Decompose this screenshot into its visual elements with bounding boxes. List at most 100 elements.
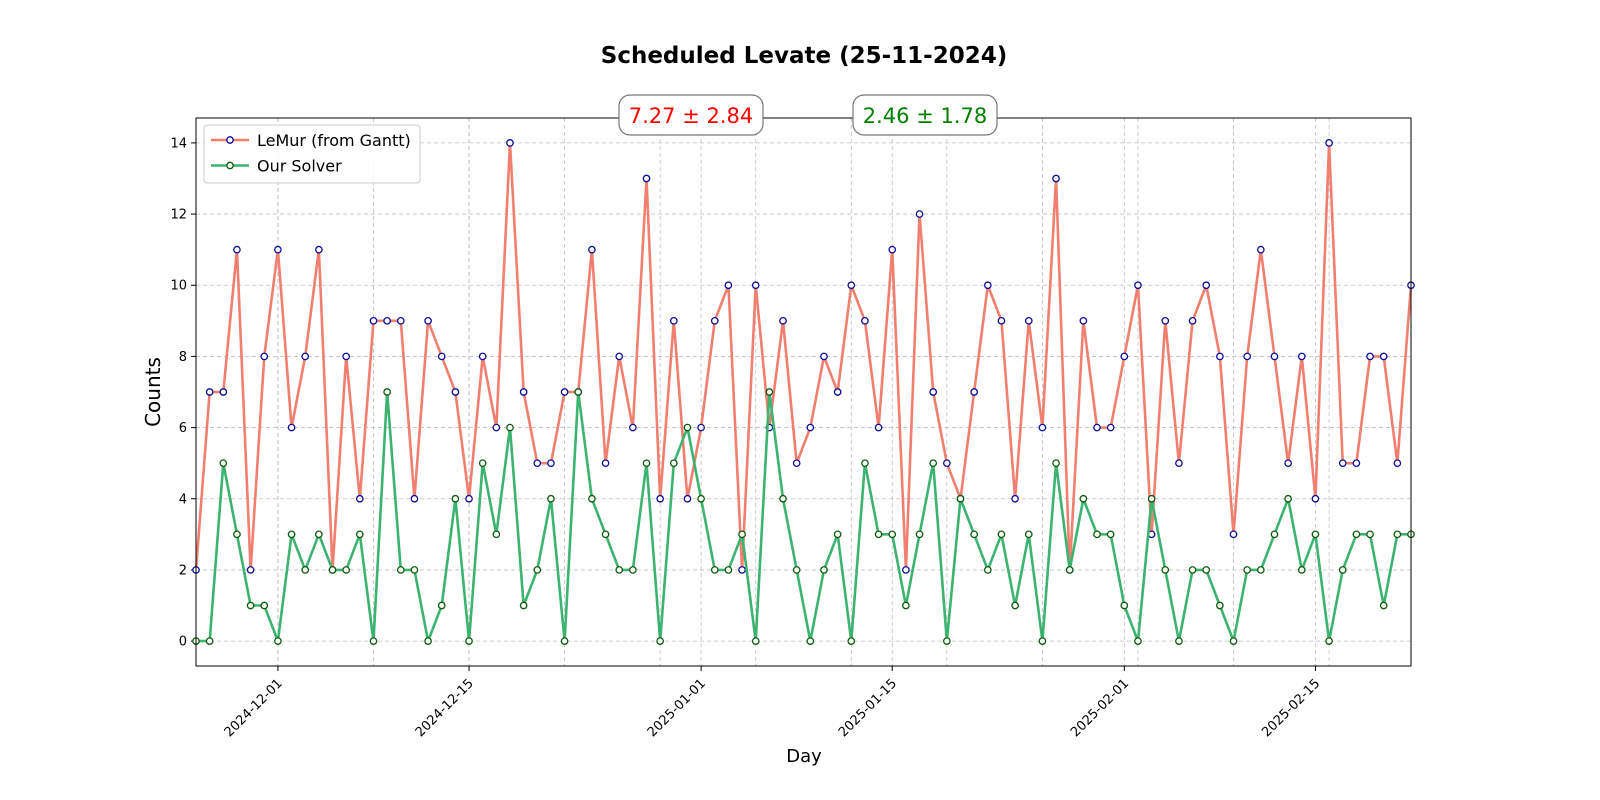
data-point (246, 566, 255, 574)
series-lemur (192, 139, 1415, 574)
data-point (1011, 601, 1019, 610)
data-point (396, 316, 405, 325)
stat-text: 2.46 ± 1.78 (863, 104, 987, 128)
data-point (833, 530, 842, 539)
legend-entry: LeMur (from Gantt) (211, 131, 411, 150)
data-point (765, 388, 774, 396)
y-tick-label: 10 (170, 279, 187, 294)
data-point (287, 530, 296, 539)
series-layer (192, 139, 1415, 645)
data-point (1297, 352, 1306, 361)
data-point (1352, 530, 1361, 539)
data-point (1379, 601, 1388, 610)
data-point (1188, 316, 1197, 325)
data-point (806, 423, 815, 432)
data-point (560, 637, 569, 645)
data-point (970, 388, 978, 396)
data-point (519, 601, 528, 610)
data-point (233, 530, 241, 539)
data-point (942, 637, 951, 645)
data-point (915, 530, 924, 539)
data-point (1297, 566, 1306, 574)
data-point (902, 601, 910, 610)
data-point (1311, 494, 1320, 503)
data-point (451, 494, 460, 503)
data-point (738, 566, 746, 574)
data-point (424, 637, 432, 645)
series-our-solver (192, 388, 1415, 645)
data-point (1284, 494, 1292, 503)
data-point (697, 494, 705, 503)
data-point (383, 316, 391, 325)
data-point (1161, 566, 1170, 574)
data-point (1175, 459, 1183, 468)
data-point (1202, 281, 1211, 290)
data-point (629, 423, 637, 432)
data-point (1106, 423, 1115, 432)
data-point (1024, 530, 1033, 539)
y-tick-label: 8 (179, 350, 187, 365)
data-point (465, 494, 473, 503)
data-point (861, 316, 869, 325)
data-point (1270, 530, 1279, 539)
data-point (205, 637, 214, 645)
data-point (1079, 494, 1088, 503)
data-point (478, 352, 487, 361)
stat-box (618, 94, 764, 136)
data-point (315, 530, 323, 539)
data-point (1243, 352, 1252, 361)
data-point (328, 566, 337, 574)
data-point (1229, 530, 1238, 539)
x-tick-label: 2025-01-01 (645, 676, 709, 740)
data-point (547, 459, 555, 468)
data-point (1038, 637, 1047, 645)
data-point (437, 352, 446, 361)
data-point (1134, 281, 1142, 290)
data-point (642, 459, 651, 468)
data-point (601, 530, 610, 539)
data-point (669, 316, 678, 325)
data-point (1325, 139, 1333, 147)
data-point (274, 245, 282, 254)
data-point (451, 388, 460, 396)
data-point (233, 245, 241, 254)
data-point (751, 281, 760, 290)
data-point (1243, 566, 1252, 574)
data-point (874, 423, 883, 432)
data-point (424, 316, 432, 325)
data-point (1270, 352, 1279, 361)
data-point (219, 388, 228, 396)
data-point (383, 388, 391, 396)
data-point (683, 494, 692, 503)
data-point (465, 637, 473, 645)
data-point (1134, 637, 1142, 645)
data-point (656, 494, 665, 503)
x-tick-label: 2024-12-01 (222, 676, 286, 740)
data-point (847, 281, 856, 290)
data-point (1175, 637, 1183, 645)
data-point (929, 388, 938, 396)
data-point (929, 459, 938, 468)
y-tick-label: 12 (170, 208, 187, 223)
legend-marker (226, 136, 234, 144)
data-point (642, 174, 651, 183)
data-point (1079, 316, 1088, 325)
legend: LeMur (from Gantt) Our Solver (203, 124, 421, 184)
data-point (792, 459, 801, 468)
data-point (301, 352, 310, 361)
data-point (1147, 494, 1156, 503)
data-point (574, 388, 583, 396)
stat-text: 7.27 ± 2.84 (629, 104, 753, 128)
data-point (1093, 530, 1101, 539)
x-tick-label: 2025-02-01 (1068, 676, 1132, 740)
data-point (656, 637, 665, 645)
data-point (888, 245, 897, 254)
data-point (437, 601, 446, 610)
data-point (1284, 459, 1292, 468)
data-point (342, 352, 351, 361)
data-point (506, 423, 514, 432)
data-point (287, 423, 296, 432)
data-point (1106, 530, 1115, 539)
data-point (1065, 566, 1074, 574)
data-point (997, 530, 1006, 539)
